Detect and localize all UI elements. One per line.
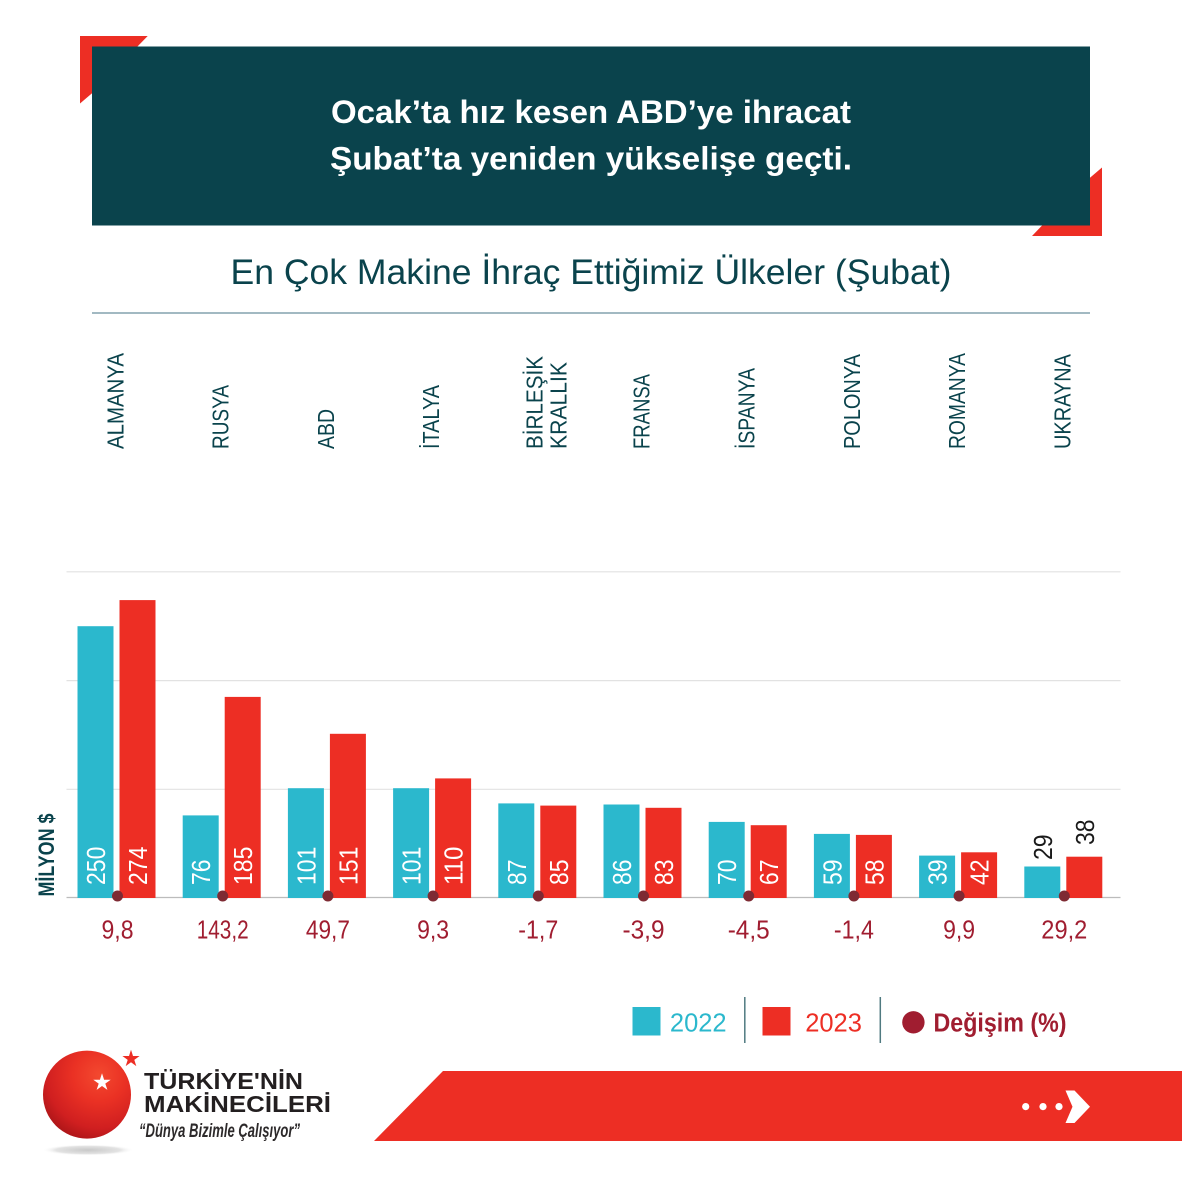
svg-text:-3,9: -3,9 <box>623 914 665 944</box>
svg-text:ALMANYA: ALMANYA <box>103 353 129 449</box>
svg-text:-4,5: -4,5 <box>728 914 770 944</box>
svg-text:-1,7: -1,7 <box>518 914 558 944</box>
svg-text:86: 86 <box>607 859 637 885</box>
svg-text:42: 42 <box>965 859 995 885</box>
svg-text:59: 59 <box>817 859 847 885</box>
svg-text:29,2: 29,2 <box>1041 914 1087 944</box>
svg-text:MAKİNECİLERİ: MAKİNECİLERİ <box>144 1091 331 1117</box>
svg-text:87: 87 <box>502 859 532 885</box>
svg-text:KRALLIK: KRALLIK <box>546 362 572 449</box>
svg-text:Ocak’ta hız kesen ABD’ye ihrac: Ocak’ta hız kesen ABD’ye ihracat <box>331 94 851 130</box>
svg-text:BİRLEŞİK: BİRLEŞİK <box>521 356 547 449</box>
svg-text:39: 39 <box>923 859 953 885</box>
svg-text:2022: 2022 <box>670 1010 727 1038</box>
svg-text:83: 83 <box>649 859 679 885</box>
svg-text:58: 58 <box>859 859 889 885</box>
svg-text:“Dünya Bizimle Çalışıyor”: “Dünya Bizimle Çalışıyor” <box>139 1121 300 1142</box>
svg-text:Değişim (%): Değişim (%) <box>934 1010 1067 1038</box>
svg-text:143,2: 143,2 <box>197 914 249 944</box>
svg-text:250: 250 <box>81 847 111 885</box>
svg-text:101: 101 <box>397 847 427 885</box>
svg-text:9,3: 9,3 <box>417 914 449 944</box>
svg-text:POLONYA: POLONYA <box>839 354 865 449</box>
svg-text:274: 274 <box>123 847 153 885</box>
svg-text:TÜRKİYE'NİN: TÜRKİYE'NİN <box>144 1068 303 1094</box>
svg-text:İSPANYA: İSPANYA <box>734 368 760 449</box>
svg-text:101: 101 <box>291 847 321 885</box>
svg-text:-1,4: -1,4 <box>834 914 874 944</box>
svg-text:En Çok Makine İhraç Ettiğimiz: En Çok Makine İhraç Ettiğimiz Ülkeler (Ş… <box>231 252 952 292</box>
svg-text:İTALYA: İTALYA <box>418 385 444 449</box>
svg-text:151: 151 <box>333 847 363 885</box>
svg-text:70: 70 <box>712 859 742 885</box>
svg-text:2023: 2023 <box>805 1010 862 1038</box>
svg-text:67: 67 <box>754 859 784 885</box>
svg-text:49,7: 49,7 <box>306 914 350 944</box>
svg-text:185: 185 <box>228 847 258 885</box>
svg-text:Şubat’ta yeniden yükselişe geç: Şubat’ta yeniden yükselişe geçti. <box>330 141 852 177</box>
svg-text:38: 38 <box>1070 819 1100 845</box>
svg-text:76: 76 <box>186 859 216 885</box>
svg-text:9,9: 9,9 <box>943 914 975 944</box>
svg-text:MİLYON $: MİLYON $ <box>34 814 59 897</box>
svg-text:ROMANYA: ROMANYA <box>944 353 970 449</box>
svg-text:ABD: ABD <box>313 409 339 449</box>
svg-text:RUSYA: RUSYA <box>208 385 234 449</box>
svg-text:FRANSA: FRANSA <box>629 374 655 449</box>
svg-text:110: 110 <box>439 847 469 885</box>
svg-text:85: 85 <box>544 859 574 885</box>
svg-text:29: 29 <box>1028 834 1058 860</box>
svg-text:UKRAYNA: UKRAYNA <box>1049 354 1075 449</box>
svg-text:9,8: 9,8 <box>102 914 134 944</box>
